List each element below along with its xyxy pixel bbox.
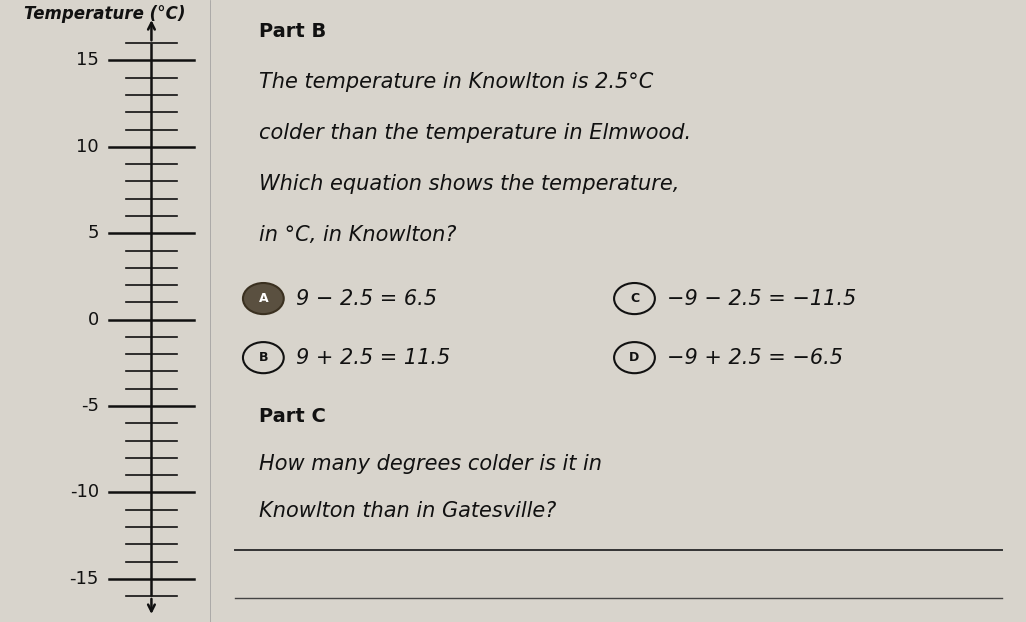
Text: 5: 5 (87, 225, 98, 242)
Text: The temperature in Knowlton is 2.5°C: The temperature in Knowlton is 2.5°C (260, 72, 654, 91)
Text: 9 + 2.5 = 11.5: 9 + 2.5 = 11.5 (295, 348, 450, 368)
Text: −9 + 2.5 = −6.5: −9 + 2.5 = −6.5 (667, 348, 843, 368)
Text: C: C (630, 292, 639, 305)
Text: colder than the temperature in Elmwood.: colder than the temperature in Elmwood. (260, 123, 692, 142)
Text: D: D (629, 351, 639, 364)
Text: B: B (259, 351, 268, 364)
Text: 9 − 2.5 = 6.5: 9 − 2.5 = 6.5 (295, 289, 437, 309)
Text: Knowlton than in Gatesville?: Knowlton than in Gatesville? (260, 501, 557, 521)
Text: in °C, in Knowlton?: in °C, in Knowlton? (260, 225, 457, 244)
Circle shape (243, 283, 284, 314)
Text: 0: 0 (87, 310, 98, 328)
Text: How many degrees colder is it in: How many degrees colder is it in (260, 454, 602, 474)
Text: Part B: Part B (260, 22, 326, 41)
Text: −9 − 2.5 = −11.5: −9 − 2.5 = −11.5 (667, 289, 857, 309)
Text: -10: -10 (70, 483, 98, 501)
Text: Which equation shows the temperature,: Which equation shows the temperature, (260, 174, 679, 193)
Text: -15: -15 (70, 570, 98, 588)
Text: Part C: Part C (260, 407, 326, 427)
Text: Temperature (°C): Temperature (°C) (25, 5, 186, 23)
Text: -5: -5 (81, 397, 98, 415)
Text: 15: 15 (76, 52, 98, 70)
Text: A: A (259, 292, 268, 305)
Text: 10: 10 (76, 138, 98, 156)
